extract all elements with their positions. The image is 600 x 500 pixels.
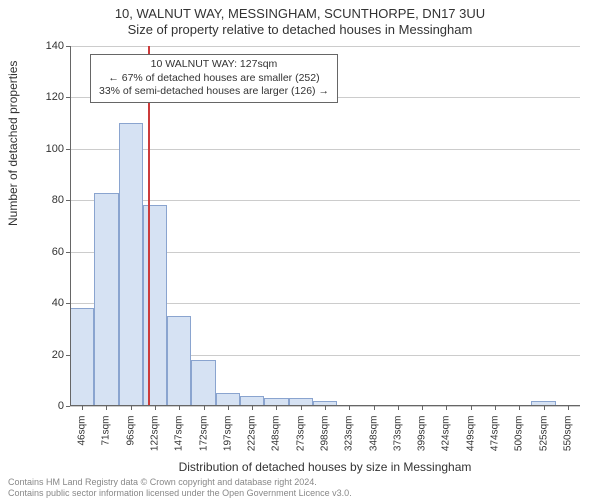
title-line-1: 10, WALNUT WAY, MESSINGHAM, SCUNTHORPE, … (0, 6, 600, 22)
histogram-bar (70, 308, 94, 406)
x-tick-label: 222sqm (247, 416, 258, 466)
annotation-box: 10 WALNUT WAY: 127sqm← 67% of detached h… (90, 54, 338, 103)
footer-line-2: Contains public sector information licen… (8, 488, 352, 498)
x-tick-mark (568, 406, 569, 410)
x-tick-label: 172sqm (198, 416, 209, 466)
footer-line-1: Contains HM Land Registry data © Crown c… (8, 477, 352, 487)
x-tick-label: 96sqm (125, 416, 136, 466)
x-tick-mark (422, 406, 423, 410)
chart-title: 10, WALNUT WAY, MESSINGHAM, SCUNTHORPE, … (0, 6, 600, 39)
x-tick-mark (155, 406, 156, 410)
histogram-bar (94, 193, 118, 406)
x-tick-label: 248sqm (271, 416, 282, 466)
x-tick-mark (446, 406, 447, 410)
gridline (70, 46, 580, 47)
x-tick-mark (131, 406, 132, 410)
x-tick-label: 525sqm (538, 416, 549, 466)
x-tick-label: 323sqm (344, 416, 355, 466)
x-tick-label: 550sqm (562, 416, 573, 466)
footer-attribution: Contains HM Land Registry data © Crown c… (8, 477, 352, 498)
x-tick-mark (204, 406, 205, 410)
y-tick-label: 20 (24, 349, 64, 361)
y-axis-spine (70, 46, 71, 406)
y-tick-label: 60 (24, 246, 64, 258)
x-axis-label: Distribution of detached houses by size … (70, 460, 580, 474)
annotation-line-3: 33% of semi-detached houses are larger (… (99, 85, 329, 99)
y-tick-label: 100 (24, 143, 64, 155)
x-tick-label: 71sqm (101, 416, 112, 466)
x-tick-mark (82, 406, 83, 410)
x-axis-spine (70, 405, 580, 406)
histogram-bar (191, 360, 215, 406)
x-tick-label: 474sqm (490, 416, 501, 466)
y-tick-label: 140 (24, 40, 64, 52)
x-tick-mark (519, 406, 520, 410)
y-axis-label: Number of detached properties (6, 61, 20, 226)
x-tick-mark (544, 406, 545, 410)
y-tick-mark (66, 406, 70, 407)
y-tick-label: 40 (24, 297, 64, 309)
x-tick-mark (398, 406, 399, 410)
x-tick-mark (325, 406, 326, 410)
y-tick-label: 0 (24, 400, 64, 412)
x-tick-label: 147sqm (174, 416, 185, 466)
title-line-2: Size of property relative to detached ho… (0, 22, 600, 38)
x-tick-label: 348sqm (368, 416, 379, 466)
histogram-bar (167, 316, 191, 406)
histogram-bar (143, 205, 167, 406)
x-tick-mark (106, 406, 107, 410)
gridline (70, 200, 580, 201)
x-tick-mark (252, 406, 253, 410)
annotation-line-2: ← 67% of detached houses are smaller (25… (99, 72, 329, 86)
x-tick-mark (349, 406, 350, 410)
histogram-bar (119, 123, 143, 406)
x-tick-label: 449sqm (465, 416, 476, 466)
figure: 10, WALNUT WAY, MESSINGHAM, SCUNTHORPE, … (0, 0, 600, 500)
x-tick-mark (301, 406, 302, 410)
x-tick-label: 273sqm (295, 416, 306, 466)
x-tick-label: 197sqm (222, 416, 233, 466)
plot-area: 10 WALNUT WAY: 127sqm← 67% of detached h… (70, 46, 580, 406)
x-tick-mark (276, 406, 277, 410)
gridline (70, 149, 580, 150)
x-tick-label: 298sqm (320, 416, 331, 466)
x-tick-mark (471, 406, 472, 410)
x-tick-mark (374, 406, 375, 410)
x-tick-mark (228, 406, 229, 410)
x-tick-label: 122sqm (150, 416, 161, 466)
y-tick-label: 120 (24, 91, 64, 103)
x-tick-label: 399sqm (417, 416, 428, 466)
x-tick-label: 46sqm (77, 416, 88, 466)
x-tick-label: 373sqm (392, 416, 403, 466)
annotation-line-1: 10 WALNUT WAY: 127sqm (99, 58, 329, 72)
x-tick-mark (495, 406, 496, 410)
y-tick-label: 80 (24, 194, 64, 206)
x-tick-label: 500sqm (514, 416, 525, 466)
x-tick-label: 424sqm (441, 416, 452, 466)
x-tick-mark (179, 406, 180, 410)
